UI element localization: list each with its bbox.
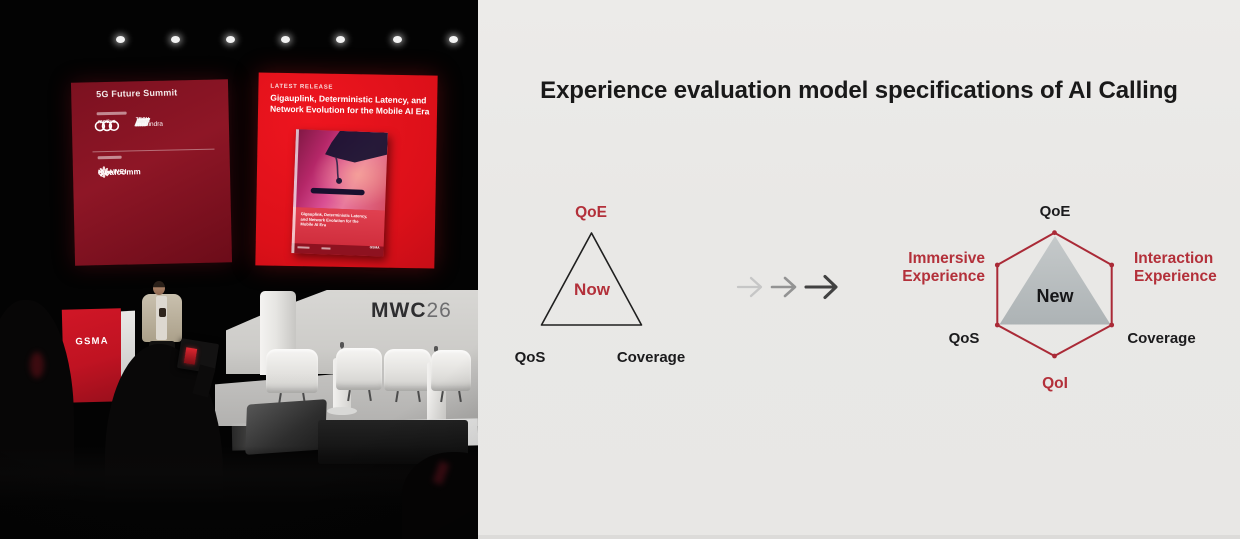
triangle-label-qos: QoS — [515, 349, 546, 366]
hexagon-label-qoe: QoE — [1040, 203, 1071, 220]
triangle-outline — [540, 232, 643, 326]
now-triangle-diagram: QoE Now QoS Coverage — [515, 204, 686, 366]
mwc26-logo: MWC26 — [371, 299, 452, 323]
hexagon-label-new: New — [1036, 286, 1074, 306]
footer-gsma-mark: GSMA — [369, 246, 380, 250]
hexagon-label-immersive-line1: Immersive — [908, 250, 985, 267]
hexagon-vertex-dots — [994, 230, 1115, 359]
gsma-podium-label: GSMA — [75, 335, 109, 348]
screen-divider — [92, 148, 215, 153]
microphone-head — [339, 342, 344, 348]
arrow-icon-2 — [770, 276, 797, 298]
new-hexagon-diagram: New QoE Immersive Experience Interaction… — [902, 203, 1217, 392]
release-title-line2: Network Evolution for the Mobile AI Era — [269, 103, 430, 117]
report-cover-band: Gigauplink, Deterministic Latency, and N… — [291, 207, 385, 247]
hexagon-label-qoi: QoI — [1042, 375, 1068, 392]
mwc-logo-text: MWC — [371, 299, 427, 322]
partner-logos-row: HUAWEI Qualcomm — [98, 166, 141, 178]
summit-title: 5G Future Summit — [96, 87, 178, 100]
stage-light-icon — [336, 36, 345, 43]
footer-text-bar — [321, 247, 331, 250]
hexagon-label-interaction-line1: Interaction — [1134, 250, 1213, 267]
stage-chair — [266, 349, 318, 393]
chair-legs — [343, 390, 375, 401]
speaker-hand — [159, 308, 166, 317]
hexagon-inner-triangle — [999, 236, 1111, 325]
stage-light-icon — [449, 36, 458, 43]
mwc-logo-year: 26 — [426, 299, 452, 322]
triangle-label-now: Now — [574, 280, 611, 299]
chair-legs — [391, 391, 424, 402]
stage-chair — [431, 350, 471, 391]
qualcomm-logo-text: Qualcomm — [97, 166, 142, 177]
partner-category-text — [96, 111, 127, 115]
partner-category-text — [97, 155, 122, 159]
tech-mahindra-logo: TECH mahindra — [134, 116, 163, 128]
stage-light-icon — [393, 36, 402, 43]
stage-light-icon — [171, 36, 180, 43]
arrow-icon-1 — [736, 276, 763, 298]
hexagon-label-qos: QoS — [949, 330, 980, 347]
led-screen-release: LATEST RELEASE Gigauplink, Deterministic… — [255, 72, 438, 269]
slide-panel: Experience evaluation model specificatio… — [478, 0, 1240, 539]
hexagon-label-immersive-line2: Experience — [902, 268, 985, 285]
hexagon-label-interaction-line2: Experience — [1134, 268, 1217, 285]
transition-arrows-icon — [736, 274, 838, 300]
report-cover-title: Gigauplink, Deterministic Latency, and N… — [300, 213, 382, 231]
report-cover-footer: GSMA — [291, 243, 384, 257]
stage-chair — [384, 349, 431, 391]
motive-logo: motive — [94, 119, 120, 135]
speaker-head — [153, 281, 165, 295]
hexagon-label-coverage: Coverage — [1127, 330, 1195, 347]
triangle-label-qoe: QoE — [575, 204, 607, 221]
red-light-glint — [30, 352, 44, 378]
speaker-shirt — [156, 296, 167, 340]
led-screen-summit: 5G Future Summit motive TECH mahindra — [70, 79, 233, 266]
footer-text-bar — [297, 246, 310, 249]
conference-photo: MWC26 GSMA 5G Future Summit moti — [0, 0, 478, 539]
motive-logo-text: motive — [97, 118, 116, 126]
evaluation-model-diagram: QoE Now QoS Coverage New QoE — [515, 203, 1218, 392]
tech-mahindra-text: TECH mahindra — [135, 116, 164, 129]
stage-light-icon — [281, 36, 290, 43]
triangle-label-coverage: Coverage — [617, 349, 685, 366]
latest-release-label: LATEST RELEASE — [270, 83, 334, 91]
report-cover-hand-illustration — [310, 130, 388, 196]
report-cover: Gigauplink, Deterministic Latency, and N… — [291, 129, 388, 257]
release-title: Gigauplink, Deterministic Latency, and N… — [270, 93, 430, 118]
partner-logos-row: motive TECH mahindra — [94, 116, 163, 135]
arrow-icon-3 — [804, 274, 838, 300]
stage-light-icon — [226, 36, 235, 43]
chair-legs — [437, 391, 465, 402]
stage-light-icon — [116, 36, 125, 43]
slide-title: Experience evaluation model specificatio… — [540, 77, 1178, 104]
stage-chair — [336, 348, 382, 390]
tech-mahindra-line2: mahindra — [135, 120, 164, 129]
